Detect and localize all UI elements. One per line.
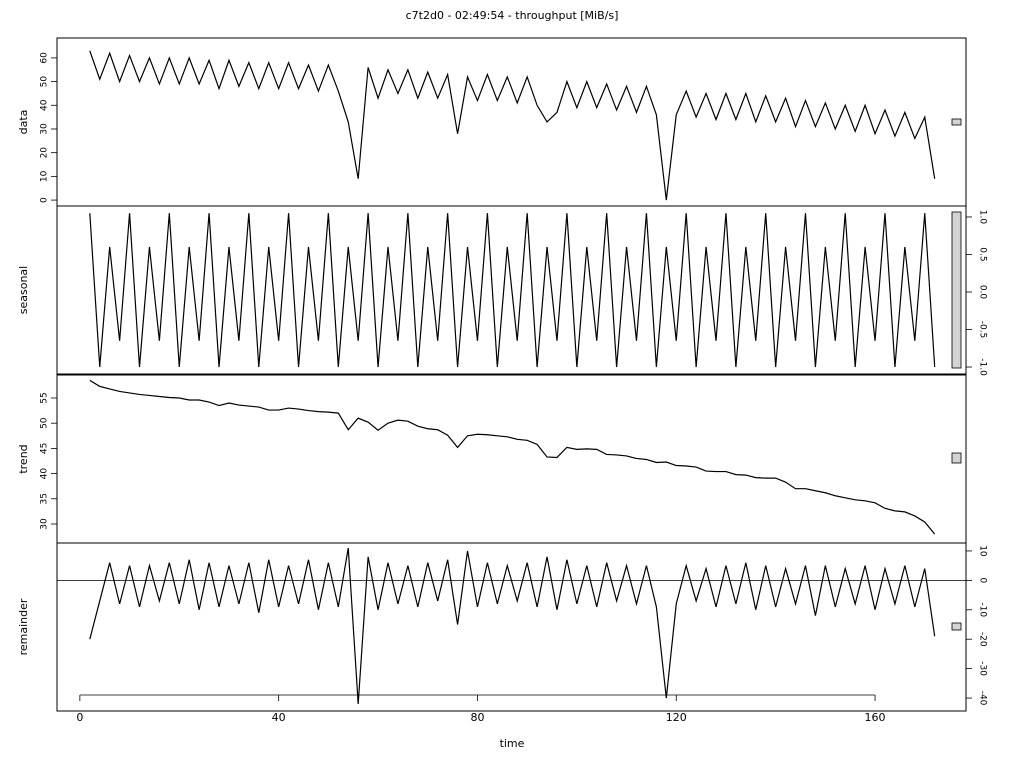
y-tick-label: 10: [40, 170, 50, 182]
y-tick-label: 0.5: [978, 247, 988, 261]
range-bar: [951, 118, 962, 126]
y-tick-label: -40: [978, 691, 988, 706]
range-bar: [951, 211, 962, 369]
y-tick-label: -10: [978, 602, 988, 617]
y-axis-title: data: [17, 110, 30, 135]
range-bar: [951, 622, 962, 631]
y-tick-label: 50: [40, 417, 50, 429]
x-tick-label: 80: [470, 711, 484, 724]
y-axis-title: seasonal: [17, 266, 30, 314]
series-line: [89, 213, 936, 368]
panel-frame: [56, 37, 967, 207]
y-tick-label: -0.5: [978, 321, 988, 339]
y-tick-label: 20: [40, 147, 50, 159]
y-tick-label: 30: [40, 518, 50, 530]
y-tick-label: 0.0: [978, 285, 988, 300]
x-tick-label: 40: [272, 711, 286, 724]
panel-frame: [56, 205, 967, 375]
y-tick-label: 30: [40, 123, 50, 135]
y-tick-label: 60: [40, 52, 50, 64]
series-line: [89, 379, 936, 535]
x-axis-title: time: [500, 737, 525, 750]
range-bar: [951, 452, 962, 464]
x-tick-label: 120: [666, 711, 687, 724]
series-line: [89, 547, 936, 704]
x-tick-label: 160: [865, 711, 886, 724]
y-tick-label: 55: [40, 392, 50, 403]
series-line: [89, 50, 936, 201]
y-tick-label: 35: [40, 493, 50, 504]
y-tick-label: 10: [978, 545, 988, 557]
y-tick-label: 45: [40, 443, 50, 454]
y-tick-label: -1.0: [978, 358, 988, 376]
y-axis-title: remainder: [17, 598, 30, 655]
y-tick-label: 0: [978, 577, 988, 583]
y-tick-label: 0: [40, 197, 50, 203]
y-tick-label: 50: [40, 76, 50, 88]
y-tick-label: -20: [978, 632, 988, 647]
y-tick-label: 40: [40, 99, 50, 111]
y-axis-title: trend: [17, 444, 30, 473]
panel-frame: [56, 542, 967, 712]
chart-title: c7t2d0 - 02:49:54 - throughput [MiB/s]: [406, 9, 619, 22]
x-tick-label: 0: [76, 711, 83, 724]
range-bars: [951, 118, 962, 631]
y-tick-label: 40: [40, 468, 50, 480]
y-tick-label: 1.0: [978, 210, 988, 225]
y-tick-label: -30: [978, 661, 988, 676]
